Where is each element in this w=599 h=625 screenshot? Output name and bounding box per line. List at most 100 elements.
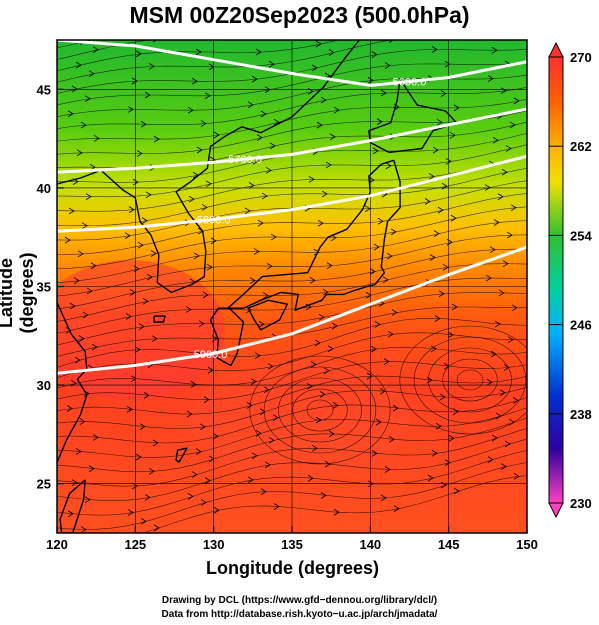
streamline-arrow [333,508,340,516]
streamline-arrow [199,423,206,431]
streamline-arrow [371,51,378,58]
streamline-arrow [450,214,457,222]
streamline-arrow [138,323,145,330]
streamline-arrow [272,414,279,422]
streamline-arrow [486,378,493,386]
streamline-arrow [380,89,387,97]
streamline-arrow [75,448,82,455]
streamline-arrow [148,467,155,475]
streamline-arrow [201,203,208,211]
x-axis-label: Longitude (degrees) [205,558,379,578]
streamline-arrow [428,173,435,180]
streamline-arrow [139,423,146,430]
colorbar-top-arrow [548,41,564,58]
streamline-arrow [187,493,194,500]
streamline-arrow [131,77,138,85]
streamline-arrow [370,345,377,353]
streamline-arrow [73,277,80,285]
streamline-arrow [264,461,271,469]
streamline-arrow [94,540,99,546]
streamline-arrow [502,260,509,268]
streamline-arrow [191,471,198,478]
streamline-arrow [88,465,95,472]
streamline-arrow [444,459,451,466]
colorbar: 270 262 254 246 238 230 [548,41,592,519]
streamline-arrow [200,120,207,127]
streamline-arrow [367,77,374,84]
streamline-arrow [77,250,84,258]
streamline-arrow [247,101,254,109]
streamline-arrow [317,219,324,227]
streamline-arrow [191,77,198,85]
streamline [57,292,527,346]
streamline-arrow [430,345,437,353]
streamline [57,144,527,198]
streamline-arrow [379,387,386,395]
streamline-arrow [143,392,150,399]
streamline-arrow [193,252,200,260]
streamline-arrow [126,406,133,413]
streamline-arrow [212,432,219,440]
streamline-arrow [92,46,99,54]
streamline-arrow [324,460,331,468]
streamline-arrow [320,96,327,104]
x-tick-label: 140 [359,537,381,552]
streamline [57,428,527,487]
streamline [57,193,527,255]
streamline-arrow [83,390,90,397]
streamline-arrow [260,110,267,118]
streamline-arrow [436,118,443,126]
streamline-arrow [509,33,514,39]
streamline-arrow [329,133,336,141]
streamline-arrow [385,162,392,170]
streamline-arrow [431,46,438,53]
streamline-arrow [127,106,134,113]
coastline-segment [59,479,86,533]
streamline-arrow [80,121,87,129]
streamline-arrow [79,418,86,425]
x-tick-label: 150 [516,537,538,552]
streamline-arrow [140,517,147,525]
streamline-arrow [141,217,148,224]
streamline-arrow [247,476,254,484]
streamline-arrow [152,40,158,43]
streamline-arrow [153,135,160,143]
streamline-arrow [432,146,439,154]
streamline-arrow [310,361,317,368]
streamline-arrow [78,335,85,342]
streamline-arrow [376,118,383,125]
vortex-streamline [413,336,527,424]
streamline-arrow [261,192,268,200]
height-contour [57,107,527,174]
streamline-arrow [331,322,338,330]
streamline-arrow [260,488,267,495]
streamline-arrow [434,315,441,322]
coastline-segment [57,302,88,520]
streamline-arrow [366,372,373,380]
streamline [57,417,527,473]
coastline-segment [57,40,360,294]
warm-core [57,260,225,400]
streamline-arrow [258,320,265,328]
streamline-arrow [185,306,192,313]
streamline-arrow [251,75,258,83]
streamline-arrow [424,198,431,205]
streamline-arrow [91,343,98,351]
streamline-arrow [309,277,316,284]
vortex-streamline [306,399,334,421]
streamline-arrow [325,161,332,169]
streamline-arrow [372,147,379,155]
streamline-arrow [382,276,389,284]
streamline-arrow [265,167,272,174]
streamline [141,475,527,533]
streamline-arrow [269,142,276,150]
streamline-arrow [444,60,451,68]
streamline [57,110,527,155]
streamline-arrow [255,48,262,56]
streamline-arrow [393,505,400,512]
colorbar-bottom-arrow [548,502,564,519]
streamline-arrow [333,106,340,114]
streamline [57,48,527,94]
streamline-arrow [135,453,142,461]
streamline-arrow [431,449,438,457]
